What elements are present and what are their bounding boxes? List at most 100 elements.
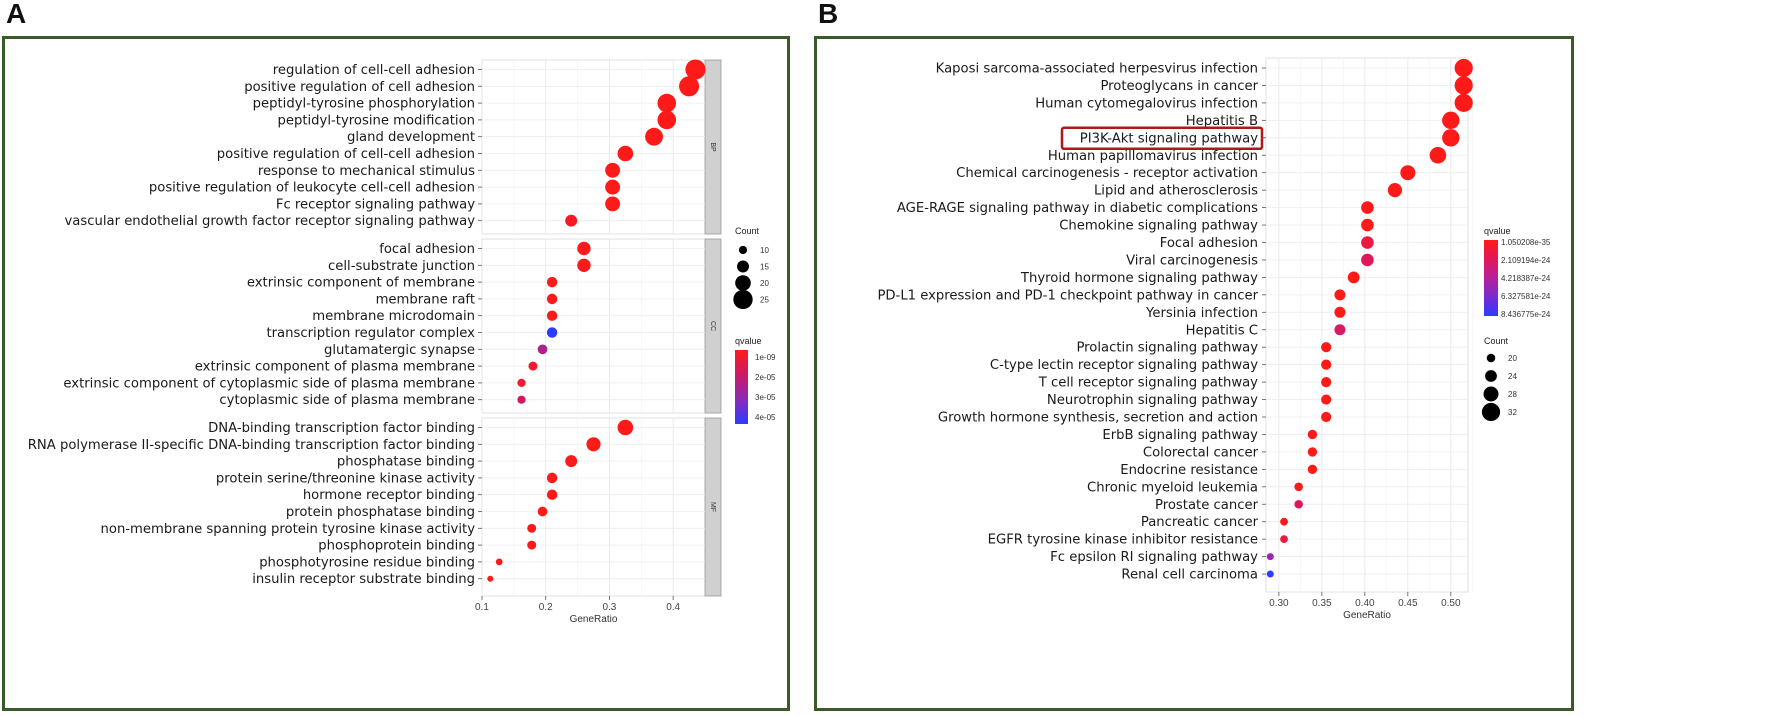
data-point	[1321, 411, 1332, 423]
term-label: Hepatitis C	[1186, 323, 1258, 338]
data-point	[527, 523, 537, 533]
data-point	[1334, 324, 1346, 336]
data-point	[1361, 253, 1374, 267]
data-point	[1454, 93, 1473, 112]
color-legend-title: qvalue	[735, 336, 762, 346]
x-axis-title: GeneRatio	[1343, 610, 1391, 621]
term-label: phosphatase binding	[337, 455, 475, 470]
data-point	[1266, 553, 1274, 561]
data-point	[527, 540, 537, 550]
term-label: T cell receptor signaling pathway	[1038, 376, 1258, 391]
color-legend-label: 1e-09	[755, 353, 776, 362]
term-label: Renal cell carcinoma	[1121, 568, 1258, 583]
term-label: cell-substrate junction	[328, 259, 475, 274]
color-legend-label: 8.436775e-24	[1501, 310, 1551, 319]
facet-panel	[481, 59, 706, 235]
size-legend-dot	[1483, 386, 1499, 402]
term-label: protein phosphatase binding	[286, 505, 475, 520]
term-label: Fc epsilon RI signaling pathway	[1050, 550, 1258, 565]
data-point	[1361, 201, 1374, 214]
data-point	[657, 110, 677, 130]
data-point	[1321, 342, 1332, 353]
term-label: Chemical carcinogenesis - receptor activ…	[956, 166, 1258, 181]
data-point	[1454, 58, 1473, 78]
data-point	[1307, 429, 1318, 440]
size-legend-title: Count	[1484, 336, 1509, 346]
term-label: positive regulation of cell adhesion	[244, 80, 475, 95]
term-label: Growth hormone synthesis, secretion and …	[938, 411, 1258, 426]
data-point	[1294, 482, 1303, 492]
size-legend-title: Count	[735, 226, 760, 236]
size-legend-label: 25	[760, 296, 769, 305]
data-point	[605, 179, 621, 195]
data-point	[1321, 394, 1332, 405]
x-tick-label: 0.1	[475, 602, 489, 613]
size-legend-label: 15	[760, 263, 769, 272]
term-label: extrinsic component of plasma membrane	[195, 360, 475, 375]
term-label: vascular endothelial growth factor recep…	[64, 214, 475, 229]
data-point	[537, 344, 548, 355]
data-point	[617, 145, 634, 162]
term-label: membrane microdomain	[312, 309, 475, 324]
term-label: non-membrane spanning protein tyrosine k…	[101, 522, 476, 537]
size-legend-label: 24	[1508, 372, 1517, 381]
x-tick-label: 0.30	[1269, 598, 1289, 609]
color-legend-label: 2e-05	[755, 373, 776, 382]
color-legend-label: 6.327581e-24	[1501, 292, 1551, 301]
size-legend-dot	[1486, 353, 1496, 363]
data-point	[1442, 111, 1460, 130]
term-label: Focal adhesion	[1160, 236, 1258, 251]
term-label: Neurotrophin signaling pathway	[1047, 393, 1258, 408]
term-label: Colorectal cancer	[1143, 445, 1259, 460]
term-label: transcription regulator complex	[266, 326, 475, 341]
term-label: focal adhesion	[379, 242, 475, 257]
term-label: phosphoprotein binding	[318, 539, 475, 554]
size-legend-dot	[1485, 370, 1497, 382]
data-point	[537, 506, 548, 517]
x-axis-title: GeneRatio	[570, 614, 618, 625]
term-label: Pancreatic cancer	[1141, 515, 1259, 530]
term-label: regulation of cell-cell adhesion	[273, 63, 475, 78]
color-legend-label: 4e-05	[755, 413, 776, 422]
term-label: protein serine/threonine kinase activity	[216, 471, 475, 486]
term-label: cytoplasmic side of plasma membrane	[219, 393, 475, 408]
facet-strip-label: CC	[709, 321, 716, 331]
term-label: extrinsic component of membrane	[247, 276, 475, 291]
size-legend-label: 32	[1508, 408, 1517, 417]
term-label: response to mechanical stimulus	[258, 164, 475, 179]
term-label: Human cytomegalovirus infection	[1035, 96, 1258, 111]
data-point	[546, 472, 558, 484]
data-point	[657, 93, 677, 113]
term-label: Yersinia infection	[1145, 306, 1258, 321]
term-label: gland development	[347, 130, 475, 145]
data-point	[617, 419, 634, 436]
term-label: Thyroid hormone signaling pathway	[1020, 271, 1258, 286]
data-point	[546, 310, 558, 321]
data-point	[1294, 499, 1303, 509]
facet-strip	[704, 59, 722, 235]
data-point	[1334, 306, 1346, 318]
term-label: hormone receptor binding	[303, 488, 475, 503]
term-label: Endocrine resistance	[1120, 463, 1258, 478]
data-point	[1307, 447, 1318, 457]
term-label: Chronic myeloid leukemia	[1087, 480, 1258, 495]
size-legend-dot	[738, 245, 748, 255]
term-label: DNA-binding transcription factor binding	[208, 421, 475, 436]
term-label: Fc receptor signaling pathway	[276, 197, 475, 212]
data-point	[605, 196, 621, 212]
data-point	[495, 558, 503, 566]
size-legend-dot	[735, 275, 751, 291]
term-label: Hepatitis B	[1186, 114, 1258, 129]
data-point	[577, 258, 591, 272]
term-label: Lipid and atherosclerosis	[1094, 184, 1258, 199]
size-legend-dot	[737, 260, 749, 273]
facet-strip	[704, 417, 722, 597]
color-legend-bar	[1484, 240, 1498, 316]
panel-letter-a: A	[6, 0, 27, 29]
facet-strip-label: MF	[709, 502, 716, 512]
data-point	[517, 395, 526, 404]
x-tick-label: 0.2	[539, 602, 553, 613]
term-label: RNA polymerase II-specific DNA-binding t…	[28, 438, 475, 453]
term-label: Viral carcinogenesis	[1126, 253, 1258, 268]
